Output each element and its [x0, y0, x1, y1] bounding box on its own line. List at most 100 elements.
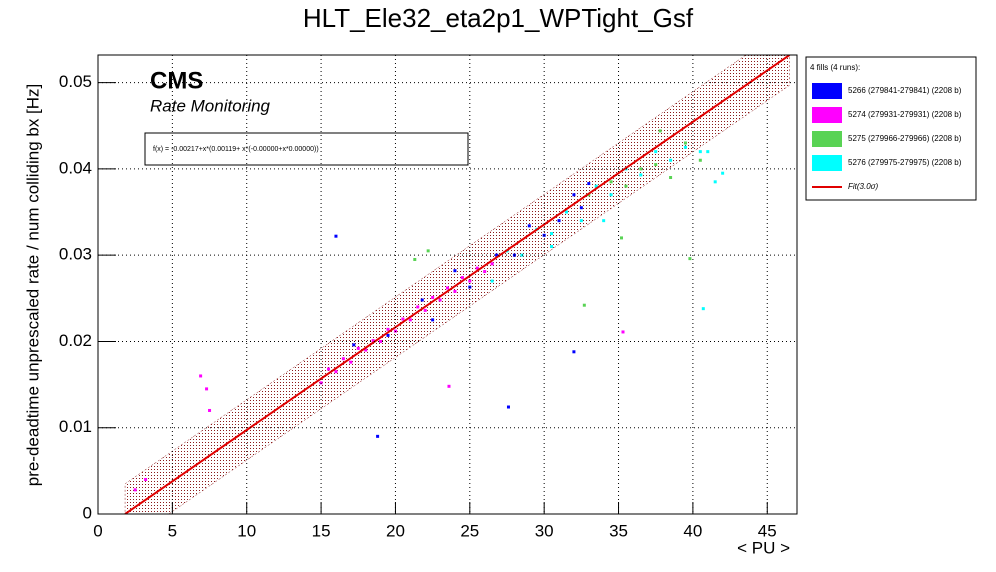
data-point [349, 360, 353, 364]
data-point [352, 343, 356, 347]
data-point [364, 348, 368, 352]
data-point [706, 150, 710, 154]
y-tick-label: 0.03 [59, 245, 92, 264]
x-tick-label: 20 [386, 521, 405, 540]
data-point [557, 219, 561, 223]
data-point [550, 245, 554, 249]
data-point [527, 224, 531, 228]
x-tick-label: 15 [312, 521, 331, 540]
data-point [208, 408, 212, 412]
subtitle: Rate Monitoring [150, 96, 271, 115]
data-point [483, 270, 487, 274]
data-point [594, 184, 598, 188]
data-point [319, 381, 323, 385]
data-point [490, 262, 494, 266]
x-tick-label: 35 [609, 521, 628, 540]
x-tick-label: 10 [237, 521, 256, 540]
data-point [356, 346, 360, 350]
legend-label: 5275 (279966-279966) (2208 b) [848, 134, 962, 143]
legend-swatch [812, 83, 842, 99]
plot-area [124, 55, 791, 514]
data-point [654, 163, 658, 167]
x-tick-label: 5 [168, 521, 177, 540]
data-point [658, 129, 662, 133]
data-point [420, 298, 424, 302]
data-point [144, 477, 148, 481]
chart-title: HLT_Ele32_eta2p1_WPTight_Gsf [303, 3, 694, 33]
data-point [654, 150, 658, 154]
data-point [447, 384, 451, 388]
data-point [669, 176, 673, 180]
data-point [376, 434, 380, 438]
data-point [620, 236, 624, 240]
legend-label: 5276 (279975-279975) (2208 b) [848, 158, 962, 167]
x-tick-label: 30 [535, 521, 554, 540]
data-point [639, 173, 643, 177]
y-axis-label: pre-deadtime unprescaled rate / num coll… [23, 84, 42, 487]
data-point [431, 318, 435, 322]
data-point [506, 405, 510, 409]
data-point [416, 305, 420, 309]
data-point [582, 303, 586, 307]
y-tick-label: 0.04 [59, 158, 92, 177]
data-point [688, 257, 692, 261]
frame [97, 54, 798, 515]
data-point [713, 180, 717, 184]
data-point [426, 249, 430, 253]
data-point [698, 150, 702, 154]
data-point [698, 158, 702, 162]
data-point [579, 219, 583, 223]
data-point [587, 182, 591, 186]
data-point [423, 308, 427, 312]
data-point [334, 234, 338, 238]
data-point [602, 219, 606, 223]
data-point [371, 339, 375, 343]
fit-line [124, 55, 791, 514]
y-tick-label: 0 [83, 503, 92, 522]
data-point [386, 333, 390, 337]
data-point [609, 180, 613, 184]
data-point [401, 317, 405, 321]
x-tick-label: 0 [93, 521, 102, 540]
data-point [408, 318, 412, 322]
y-tick-label: 0.02 [59, 331, 92, 350]
data-point [468, 279, 472, 283]
data-point [683, 145, 687, 149]
data-point [453, 289, 457, 293]
y-tick-label: 0.05 [59, 72, 92, 91]
data-point [495, 253, 499, 257]
cms-label: CMS [150, 67, 203, 94]
x-tick-label: 45 [758, 521, 777, 540]
data-point [579, 206, 583, 210]
data-point [379, 339, 383, 343]
legend-swatch [812, 155, 842, 171]
legend-title: 4 fills (4 runs): [810, 63, 860, 72]
legend-swatch [812, 107, 842, 123]
fit-box [144, 132, 469, 166]
data-point [550, 232, 554, 236]
legend-label: Fit(3.0σ) [848, 182, 878, 191]
data-point [624, 184, 628, 188]
data-point [621, 330, 625, 334]
legend [805, 56, 977, 201]
data-point [413, 257, 417, 261]
fit-formula: f(x) = -0.00217+x*(0.00119+ x*(-0.00000+… [153, 146, 319, 153]
x-tick-label: 40 [683, 521, 702, 540]
legend-label: 5266 (279841-279841) (2208 b) [848, 86, 962, 95]
data-point [460, 276, 464, 280]
data-point [205, 387, 209, 391]
data-point [475, 266, 479, 270]
data-point [669, 158, 673, 162]
data-point [386, 327, 390, 331]
data-point [438, 298, 442, 302]
data-point [683, 141, 687, 145]
x-tick-label: 25 [460, 521, 479, 540]
data-point [721, 171, 725, 175]
data-point [199, 374, 203, 378]
x-axis-label: < PU > [737, 538, 790, 557]
data-point [639, 167, 643, 171]
data-point [564, 210, 568, 214]
data-point [520, 253, 524, 257]
data-point [609, 193, 613, 197]
